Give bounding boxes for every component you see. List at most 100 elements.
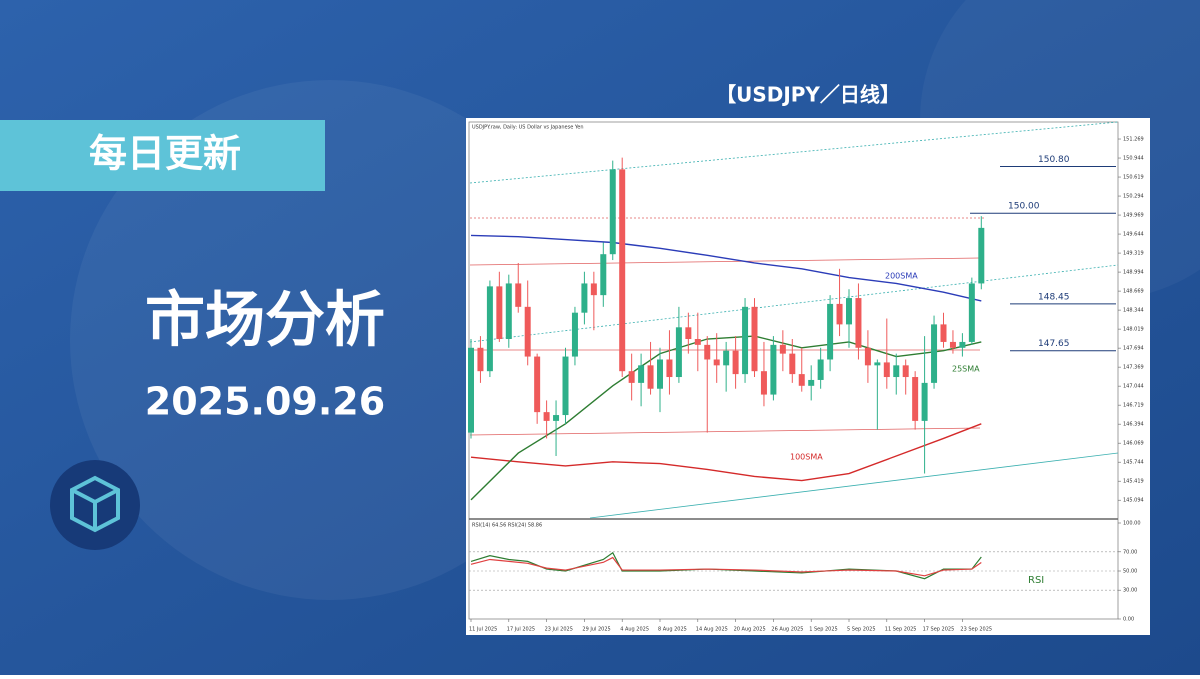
candle-body — [562, 356, 569, 416]
candle-body — [553, 415, 560, 421]
candle-body — [713, 359, 720, 366]
y-tick-label: 146.394 — [1123, 422, 1144, 428]
x-tick-label: 29 Jul 2025 — [582, 627, 610, 633]
candle-body — [628, 371, 635, 383]
candle-body — [817, 359, 824, 380]
y-tick-label: 149.969 — [1123, 213, 1144, 219]
level-label: 150.00 — [1008, 202, 1040, 212]
candle-body — [675, 327, 682, 378]
y-tick-label: 150.294 — [1123, 194, 1144, 200]
y-tick-label: 147.694 — [1123, 346, 1144, 352]
candle-body — [949, 341, 956, 348]
candle-body — [704, 344, 711, 360]
channel-line — [469, 121, 1119, 184]
candle-body — [571, 312, 578, 357]
sma-line — [470, 234, 982, 302]
candle-body — [638, 365, 645, 383]
candle-body — [694, 339, 701, 345]
candle-body — [836, 303, 843, 325]
rsi-tick-label: 100.00 — [1123, 521, 1141, 527]
candle-body — [789, 353, 796, 375]
sma-line — [470, 423, 982, 482]
x-tick-label: 14 Aug 2025 — [696, 627, 728, 633]
candle-body — [931, 324, 938, 383]
candle-body — [609, 169, 616, 255]
candle-body — [723, 350, 730, 366]
candle-body — [468, 347, 474, 433]
y-tick-label: 148.344 — [1123, 308, 1144, 314]
y-tick-label: 148.669 — [1123, 289, 1144, 295]
level-label: 147.65 — [1038, 339, 1070, 349]
logo-icon — [70, 475, 120, 533]
x-tick-label: 17 Jul 2025 — [507, 627, 535, 633]
y-tick-label: 150.619 — [1123, 175, 1144, 181]
sma-line — [470, 335, 982, 501]
title: 市场分析 — [145, 286, 385, 356]
candle-body — [657, 359, 663, 389]
y-tick-label: 145.094 — [1123, 498, 1144, 504]
candle-body — [685, 327, 692, 340]
x-tick-label: 4 Aug 2025 — [620, 627, 649, 633]
y-tick-label: 149.319 — [1123, 251, 1144, 257]
x-tick-label: 17 Sep 2025 — [923, 627, 955, 633]
drawn-lines — [469, 121, 1119, 519]
candle-body — [619, 169, 626, 372]
rsi-line — [470, 551, 982, 580]
y-tick-label: 147.044 — [1123, 384, 1144, 390]
x-tick-label: 23 Jul 2025 — [545, 627, 573, 633]
sma-label: 100SMA — [790, 453, 823, 462]
candle-body — [505, 283, 512, 340]
rsi-label: RSI — [1028, 575, 1044, 586]
candle-body — [827, 303, 834, 360]
y-tick-label: 148.994 — [1123, 270, 1144, 276]
candle-body — [912, 377, 919, 421]
candle-body — [883, 362, 890, 378]
candle-body — [477, 347, 484, 372]
candle-body — [543, 412, 550, 421]
tag-band — [0, 120, 325, 191]
level-label: 150.80 — [1038, 155, 1070, 165]
candle-body — [874, 362, 881, 366]
level-label: 148.45 — [1038, 292, 1070, 302]
candle-body — [921, 382, 928, 421]
x-tick-label: 11 Jul 2025 — [469, 627, 497, 633]
candle-body — [864, 347, 871, 366]
x-tick-label: 1 Sep 2025 — [809, 627, 838, 633]
x-tick-label: 26 Aug 2025 — [771, 627, 803, 633]
rsi-line — [470, 556, 982, 577]
y-tick-label: 145.744 — [1123, 460, 1144, 466]
rsi-tick-label: 70.00 — [1123, 549, 1137, 555]
candle-body — [940, 324, 947, 342]
x-tick-label: 8 Aug 2025 — [658, 627, 687, 633]
candle-body — [760, 371, 767, 395]
rsi-header: RSI(14) 64.56 RSI(24) 58.86 — [472, 523, 542, 529]
candle-body — [978, 227, 985, 284]
y-tick-label: 146.719 — [1123, 403, 1144, 409]
candle-body — [798, 374, 805, 386]
chart-header: USDJPY.raw, Daily: US Dollar vs Japanese… — [472, 125, 584, 131]
rsi-tick-label: 50.00 — [1123, 569, 1137, 575]
candle-body — [647, 365, 654, 389]
candle-body — [742, 306, 749, 375]
tag: 每日更新 — [89, 132, 241, 176]
channel-line — [589, 452, 1119, 519]
rsi-tick-label: 0.00 — [1123, 617, 1134, 623]
range-line — [469, 257, 981, 266]
range-line — [469, 427, 981, 436]
candle-body — [534, 356, 541, 413]
x-tick-label: 20 Aug 2025 — [734, 627, 766, 633]
candle-body — [902, 365, 909, 378]
sma-label: 25SMA — [952, 365, 980, 374]
chart-heading: 【USDJPY／日线】 — [716, 83, 900, 107]
candle-body — [846, 298, 852, 325]
y-tick-label: 145.419 — [1123, 479, 1144, 485]
x-tick-label: 23 Sep 2025 — [960, 627, 992, 633]
y-tick-label: 149.644 — [1123, 232, 1144, 238]
candle-body — [590, 283, 597, 296]
candle-body — [751, 306, 758, 372]
y-tick-label: 147.369 — [1123, 365, 1144, 371]
candle-body — [600, 254, 607, 296]
sma-label: 200SMA — [885, 272, 918, 281]
x-tick-label: 5 Sep 2025 — [847, 627, 876, 633]
